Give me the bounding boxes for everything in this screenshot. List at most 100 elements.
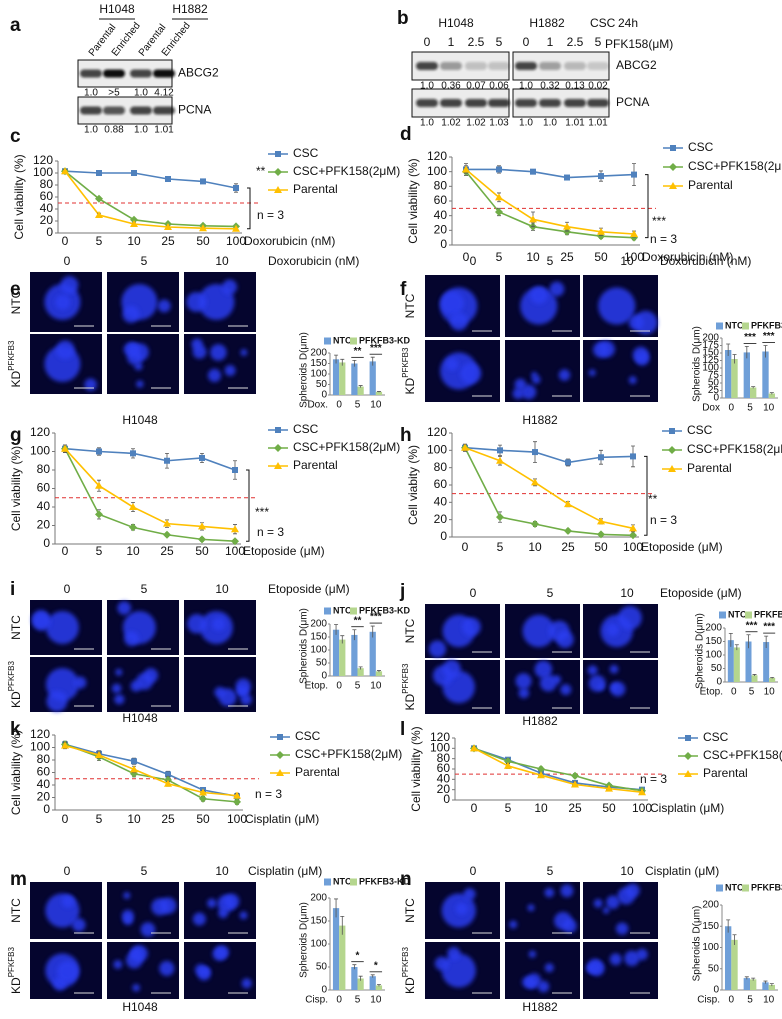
spheroid bbox=[610, 681, 626, 697]
spheroid bbox=[522, 976, 534, 988]
marker bbox=[233, 185, 239, 191]
series-line bbox=[473, 747, 643, 794]
treatment-label: Etoposide (μM) bbox=[268, 582, 350, 596]
spheroid bbox=[212, 617, 226, 631]
marker bbox=[95, 481, 103, 489]
legend-label: CSC bbox=[295, 729, 321, 743]
series-line bbox=[473, 747, 643, 791]
legend-swatch bbox=[719, 611, 726, 619]
x-tick-label: 50 bbox=[594, 540, 608, 554]
row-superscript: PFKFB3 bbox=[401, 347, 410, 378]
marker bbox=[685, 735, 691, 741]
marker bbox=[462, 165, 470, 173]
spheroid bbox=[588, 369, 596, 377]
spheroid bbox=[615, 922, 629, 935]
legend-label: CSC+PFK158(2μM) bbox=[293, 440, 400, 454]
error-bar bbox=[352, 629, 357, 641]
marker bbox=[496, 456, 504, 464]
time-label: 24h bbox=[618, 16, 638, 30]
y-axis-label: Cell viability (%) bbox=[9, 730, 23, 815]
series-line bbox=[64, 744, 238, 797]
band bbox=[80, 69, 102, 78]
spheroid bbox=[531, 371, 538, 378]
y-tick-label: 150 bbox=[702, 921, 719, 932]
y-tick-label: 150 bbox=[702, 348, 719, 359]
significance-label: * bbox=[374, 960, 378, 971]
spheroid bbox=[123, 891, 131, 900]
spheroid bbox=[122, 305, 140, 323]
spheroid bbox=[240, 349, 248, 356]
spheroid bbox=[544, 887, 555, 898]
x-tick-label: 5 bbox=[355, 995, 361, 1006]
marker bbox=[629, 524, 637, 532]
x-tick-label: 0 bbox=[336, 400, 342, 411]
bar bbox=[762, 351, 769, 398]
y-axis-label: Cell viabity (%) bbox=[406, 445, 420, 525]
x-tick-label: 0 bbox=[336, 681, 342, 692]
y-tick-label: 50 bbox=[708, 378, 720, 389]
legend-swatch bbox=[324, 607, 331, 615]
n-label: n = 3 bbox=[650, 513, 677, 527]
x-tick-label: 0 bbox=[463, 250, 470, 264]
group-label: H1882 bbox=[172, 2, 208, 16]
legend-label: NTC bbox=[725, 320, 744, 330]
y-tick-label: 150 bbox=[310, 632, 327, 643]
y-tick-label: 40 bbox=[37, 777, 51, 791]
marker bbox=[684, 770, 692, 777]
y-tick-label: 200 bbox=[310, 619, 327, 630]
marker bbox=[130, 765, 138, 773]
band bbox=[515, 62, 537, 70]
error-bar bbox=[744, 346, 749, 359]
bar bbox=[769, 677, 776, 682]
significance-label: *** bbox=[652, 214, 666, 228]
protein-label: ABCG2 bbox=[178, 66, 219, 80]
spheroid bbox=[55, 294, 71, 310]
marker bbox=[131, 758, 137, 765]
cell-line-label: H1882 bbox=[522, 1000, 558, 1014]
y-tick-label: 120 bbox=[430, 730, 450, 744]
legend-label: CSC bbox=[293, 146, 319, 160]
quant-label: 1.0 bbox=[420, 118, 434, 129]
error-bar bbox=[376, 391, 381, 393]
band bbox=[103, 106, 125, 115]
band bbox=[103, 69, 125, 78]
spheroid bbox=[127, 349, 143, 366]
marker bbox=[198, 535, 206, 544]
band bbox=[416, 99, 438, 107]
marker bbox=[504, 761, 512, 769]
n-label: n = 3 bbox=[257, 525, 284, 539]
x-axis-label: Doxorubicin (nM) bbox=[642, 250, 733, 264]
cell-line-label: H1048 bbox=[122, 711, 158, 725]
marker bbox=[131, 170, 137, 176]
lane-label: 1 bbox=[547, 35, 554, 49]
y-axis-label: Spheroids D(μm) bbox=[695, 613, 706, 689]
y-tick-label: 100 bbox=[705, 650, 722, 661]
legend-swatch bbox=[350, 337, 357, 345]
marker bbox=[231, 537, 239, 546]
significance-label: ** bbox=[354, 615, 362, 626]
x-tick-label: 50 bbox=[196, 812, 210, 826]
legend-label: Parental bbox=[293, 182, 338, 196]
spheroid bbox=[239, 911, 248, 920]
dose-label: 5 bbox=[141, 254, 148, 268]
spheroid bbox=[121, 909, 134, 922]
bar bbox=[724, 926, 732, 990]
spheroid bbox=[46, 690, 68, 712]
y-tick-label: 75 bbox=[708, 370, 720, 381]
y-tick-label: 60 bbox=[434, 477, 448, 491]
bar bbox=[768, 984, 776, 990]
marker bbox=[96, 170, 102, 176]
marker bbox=[564, 174, 570, 181]
marker bbox=[275, 151, 281, 157]
panel-label: f bbox=[400, 279, 407, 300]
y-tick-label: 40 bbox=[437, 772, 451, 786]
marker bbox=[198, 522, 206, 530]
marker bbox=[274, 186, 282, 193]
x-tick-label: 10 bbox=[528, 540, 542, 554]
marker bbox=[165, 771, 171, 778]
legend-label: NTC bbox=[333, 605, 352, 615]
spheroid bbox=[512, 387, 524, 400]
spheroid bbox=[125, 951, 143, 969]
bar bbox=[369, 361, 376, 395]
x-tick-label: 50 bbox=[594, 250, 608, 264]
